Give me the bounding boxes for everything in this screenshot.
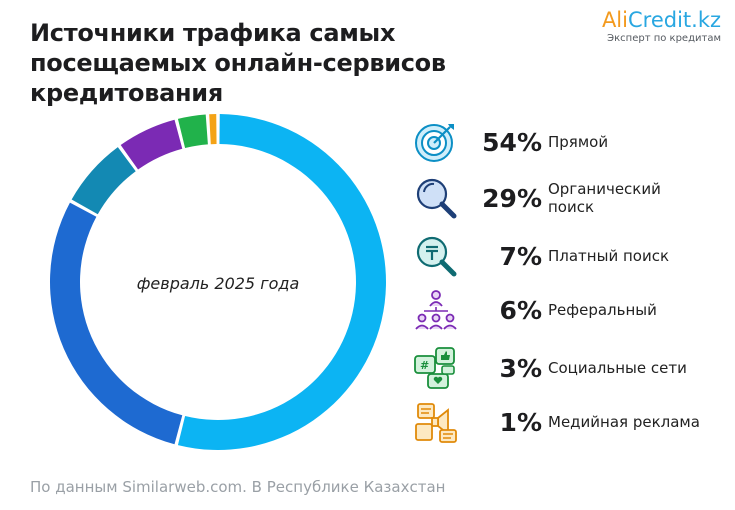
alicredit-logo: AliCredit.kz Эксперт по кредитам: [602, 8, 721, 44]
legend-label-display: Медийная реклама: [548, 413, 700, 431]
donut-slice-referral: [120, 119, 183, 170]
legend-label-organic-line2: поиск: [548, 198, 595, 216]
display-ads-icon: [412, 398, 460, 446]
referral-people-icon: [412, 286, 460, 334]
legend-label-direct: Прямой: [548, 133, 609, 151]
logo-ali: Ali: [601, 8, 628, 32]
legend-pct-paid: 7%: [499, 242, 542, 271]
legend-item-paid: 7% Платный поиск: [410, 232, 730, 282]
target-icon: [412, 118, 460, 166]
social-media-icon: #: [412, 344, 460, 392]
legend-label-organic: Органический поиск: [548, 180, 728, 216]
logo-tagline: Эксперт по кредитам: [607, 33, 721, 44]
legend-pct-direct: 54%: [482, 128, 542, 157]
magnifier-icon: [412, 174, 460, 222]
donut-slice-paid: [71, 147, 136, 215]
source-note: По данным Similarweb.com. В Республике К…: [30, 478, 446, 496]
title-line-1: Источники трафика самых: [30, 19, 396, 47]
donut-slice-display: [209, 114, 217, 145]
legend-pct-organic: 29%: [482, 184, 542, 213]
title-line-2: посещаемых онлайн-сервисов кредитования: [30, 49, 446, 107]
donut-slice-direct: [177, 114, 386, 450]
legend-item-social: # 3% Социальные сети: [410, 344, 730, 394]
legend-item-organic: 29% Органический поиск: [410, 174, 730, 224]
svg-text:#: #: [420, 359, 429, 372]
logo-credit: Credit.kz: [627, 8, 721, 32]
donut-slice-organic: [49, 202, 183, 445]
legend-label-referral: Реферальный: [548, 301, 657, 319]
chart-title: Источники трафика самых посещаемых онлай…: [30, 18, 630, 108]
legend-item-direct: 54% Прямой: [410, 118, 730, 168]
legend-label-paid: Платный поиск: [548, 247, 670, 265]
legend-item-referral: 6% Реферальный: [410, 286, 730, 336]
legend-pct-display: 1%: [499, 408, 542, 437]
legend-label-organic-line1: Органический: [548, 180, 661, 198]
donut-center-label: февраль 2025 года: [136, 274, 300, 293]
paid-search-icon: [412, 232, 460, 280]
legend-item-display: 1% Медийная реклама: [410, 398, 730, 448]
legend-pct-referral: 6%: [499, 296, 542, 325]
legend-pct-social: 3%: [499, 354, 542, 383]
donut-slice-social: [177, 114, 208, 148]
donut-chart: [49, 114, 386, 450]
legend-label-social: Социальные сети: [548, 359, 687, 377]
